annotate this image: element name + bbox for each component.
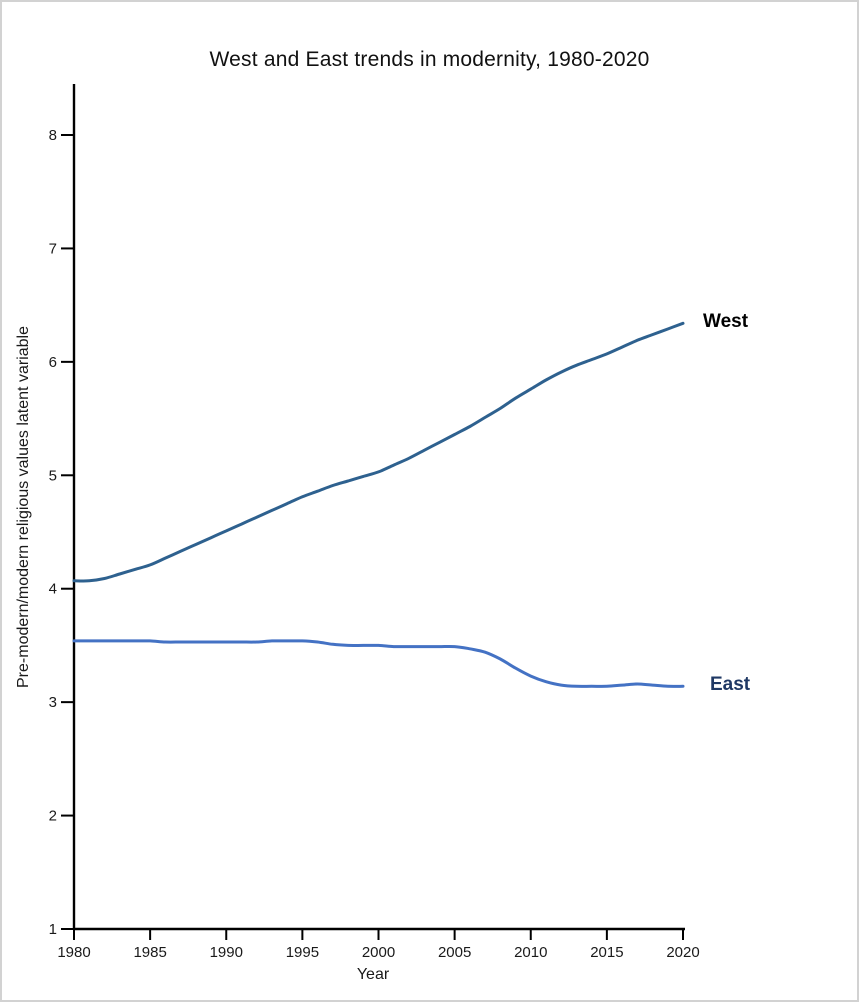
y-tick-label: 2: [49, 808, 57, 825]
y-tick-label: 1: [49, 921, 57, 938]
series-label-west: West: [703, 311, 749, 333]
y-tick-label: 4: [49, 581, 57, 598]
x-tick-label: 1990: [210, 944, 243, 961]
series-line-west: [72, 321, 685, 583]
x-tick-label: 2000: [362, 944, 395, 961]
series-line-east: [72, 639, 685, 688]
x-tick-label: 2015: [590, 944, 623, 961]
series-label-east: East: [710, 674, 751, 696]
chart-title: West and East trends in modernity, 1980-…: [209, 48, 650, 71]
x-axis-title: Year: [356, 966, 390, 983]
y-tick-label: 6: [49, 354, 57, 371]
x-tick-label: 2010: [514, 944, 547, 961]
x-tick-label: 1980: [57, 944, 90, 961]
y-tick-label: 8: [49, 127, 57, 144]
x-tick-label: 1985: [133, 944, 166, 961]
x-tick-label: 2005: [438, 944, 471, 961]
x-tick-label: 1995: [286, 944, 319, 961]
y-tick-label: 7: [49, 240, 57, 257]
y-tick-label: 5: [49, 467, 57, 484]
x-tick-label: 2020: [666, 944, 699, 961]
y-tick-label: 3: [49, 694, 57, 711]
y-axis-title: Pre-modern/modern religious values laten…: [15, 326, 32, 688]
